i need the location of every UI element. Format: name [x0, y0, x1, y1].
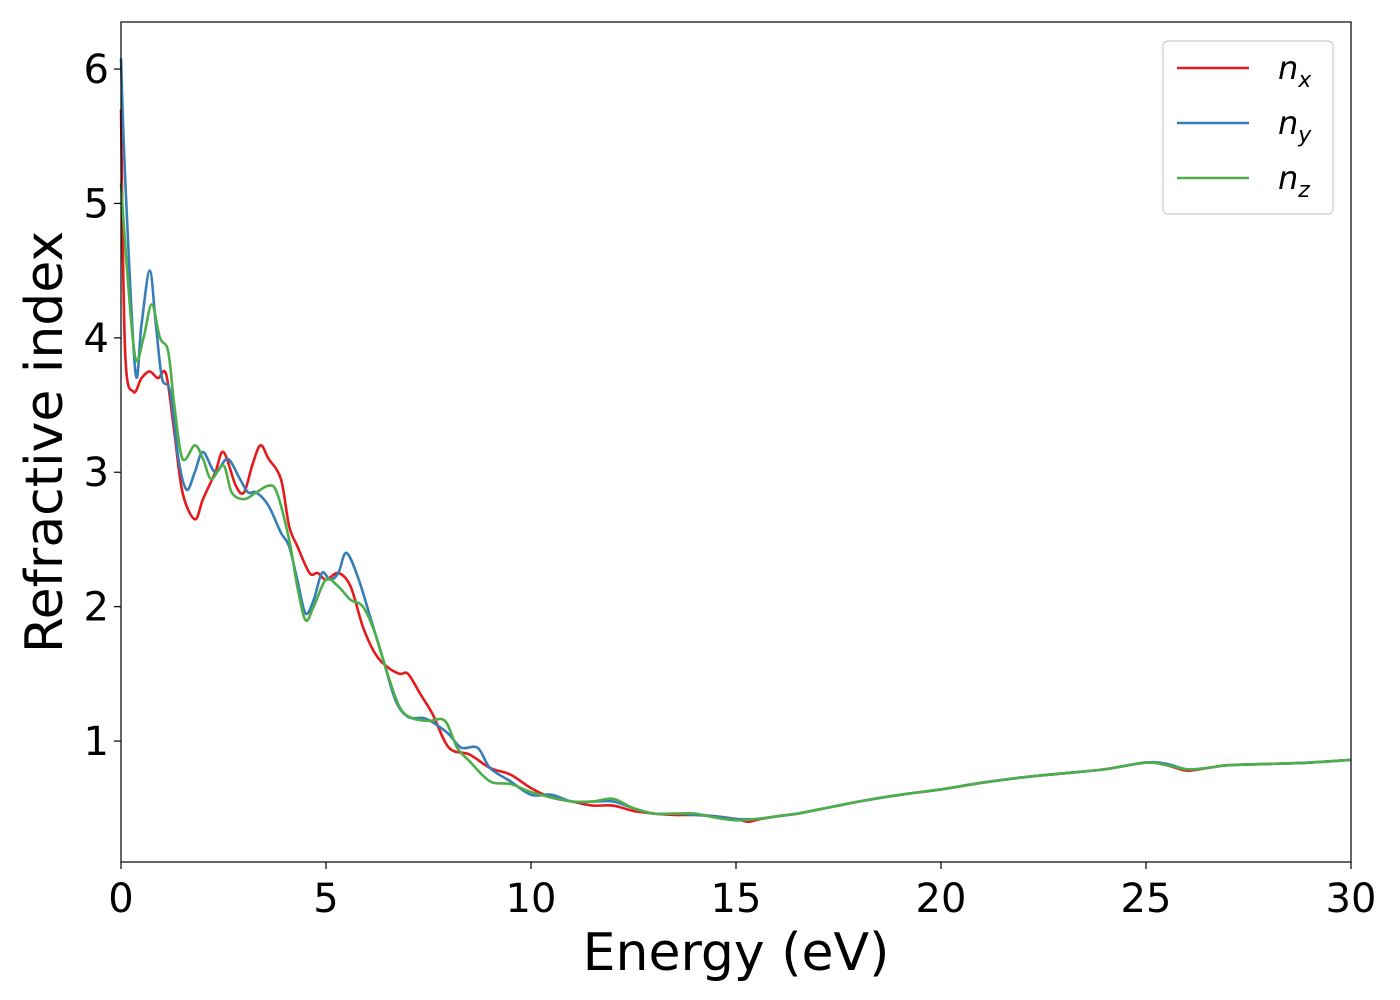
series-layer: [119, 58, 1352, 823]
legend-label-z: nz: [1278, 159, 1310, 203]
y-tick-label: 6: [84, 47, 109, 93]
legend-label-x: nx: [1278, 49, 1312, 93]
x-tick-label: 15: [711, 876, 762, 922]
legend-box: [1162, 40, 1334, 215]
x-tick-label: 10: [506, 876, 557, 922]
x-axis-label: Energy (eV): [583, 923, 890, 983]
legend: nx ny nz: [1162, 40, 1334, 215]
x-tick-label: 5: [313, 876, 338, 922]
axes-layer: 0 5 10 15 20 25 30 1 2 3 4 5 6: [84, 21, 1377, 922]
series-line-z: [119, 183, 1352, 822]
x-tick-label: 30: [1326, 876, 1377, 922]
y-tick-label: 3: [84, 450, 109, 496]
x-tick-label: 20: [916, 876, 967, 922]
y-axis-label: Refractive index: [15, 231, 75, 653]
legend-label-y: ny: [1278, 104, 1312, 148]
y-tick-label: 1: [84, 719, 109, 765]
x-tick-label: 25: [1121, 876, 1172, 922]
y-tick-label: 5: [84, 181, 109, 227]
y-tick-label: 4: [84, 316, 109, 362]
y-tick-label: 2: [84, 585, 109, 631]
x-tick-label: 0: [108, 876, 133, 922]
series-line-x: [119, 109, 1352, 823]
